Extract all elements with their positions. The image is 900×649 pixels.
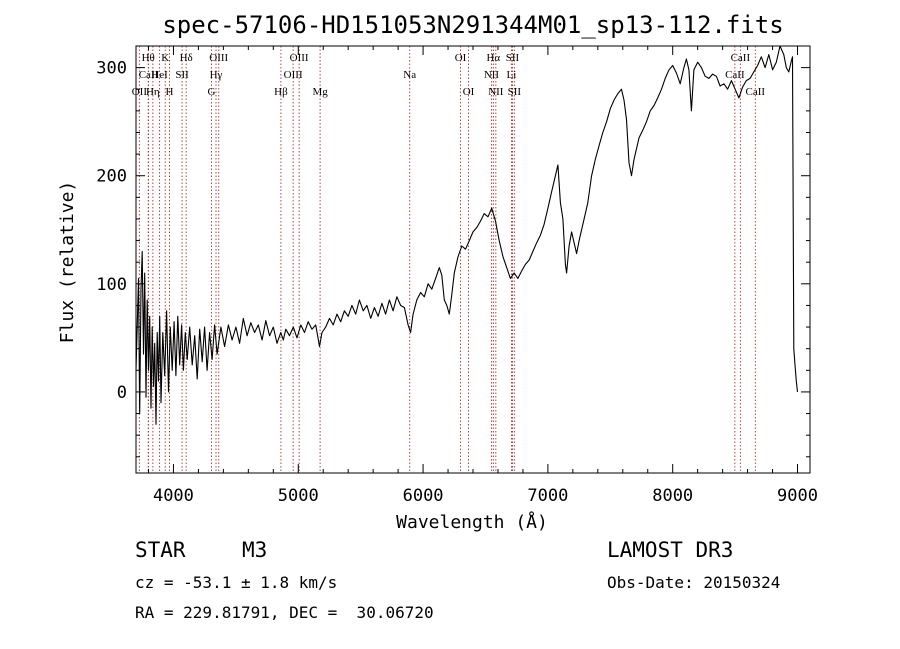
x-tick-label-1: 5000 [278,486,319,506]
marker-label-13: OIII [284,69,303,81]
marker-label-18: OI [463,86,475,98]
x-tick-label-2: 6000 [403,486,444,506]
marker-label-19: Hα [486,52,500,64]
marker-label-27: CaII [746,86,766,98]
marker-label-16: Na [403,69,416,81]
marker-label-12: OIII [290,52,309,64]
x-tick-label-3: 7000 [527,486,568,506]
marker-label-2: OII [132,86,148,98]
marker-label-3: Hη [146,86,160,98]
marker-label-6: H [165,86,173,98]
observation-date: Obs-Date: 20150324 [607,573,781,592]
marker-label-24: SII [508,86,522,98]
x-tick-label-4: 8000 [652,486,693,506]
marker-label-9: OIII [209,52,228,64]
survey-name: LAMOST DR3 [607,538,734,562]
object-class: STAR [135,538,186,562]
marker-label-7: Hδ [180,52,193,64]
spectral-subclass: M3 [242,538,268,562]
y-tick-label-1: 100 [96,275,127,295]
marker-label-15: Mg [312,86,328,98]
marker-label-26: CaII [725,69,745,81]
marker-label-21: NII [488,86,504,98]
y-axis-label: Flux (relative) [57,181,78,344]
marker-label-11: G [208,86,216,98]
x-axis: 4000 5000 6000 7000 8000 9000 [147,46,818,506]
chart-title: spec-57106-HD151053N291344M01_sp13-112.f… [162,11,783,39]
marker-label-20: NII [484,69,500,81]
x-tick-label-5: 9000 [777,486,818,506]
marker-label-1: CaII [139,69,159,81]
marker-label-25: CaII [731,52,751,64]
radial-velocity: cz = -53.1 ± 1.8 km/s [135,573,338,592]
marker-label-4: K [161,52,169,64]
marker-label-0: Hθ [142,52,155,64]
spectrum-line [135,45,799,425]
marker-label-5: HeI [151,69,168,81]
y-axis: 0 100 200 300 [96,45,810,458]
x-tick-label-0: 4000 [153,486,194,506]
x-axis-label: Wavelength (Å) [396,511,548,533]
marker-label-8: SII [175,69,189,81]
y-tick-label-3: 300 [96,59,127,79]
coordinates: RA = 229.81791, DEC = 30.06720 [135,603,434,622]
marker-label-22: SII [506,52,520,64]
marker-label-17: OI [455,52,467,64]
marker-label-23: Li [507,69,517,81]
y-tick-label-0: 0 [117,383,127,403]
plot-frame [135,45,811,474]
marker-label-14: Hβ [274,86,288,98]
marker-label-10: Hγ [210,69,223,81]
emission-line-markers [138,46,756,473]
y-tick-label-2: 200 [96,167,127,187]
